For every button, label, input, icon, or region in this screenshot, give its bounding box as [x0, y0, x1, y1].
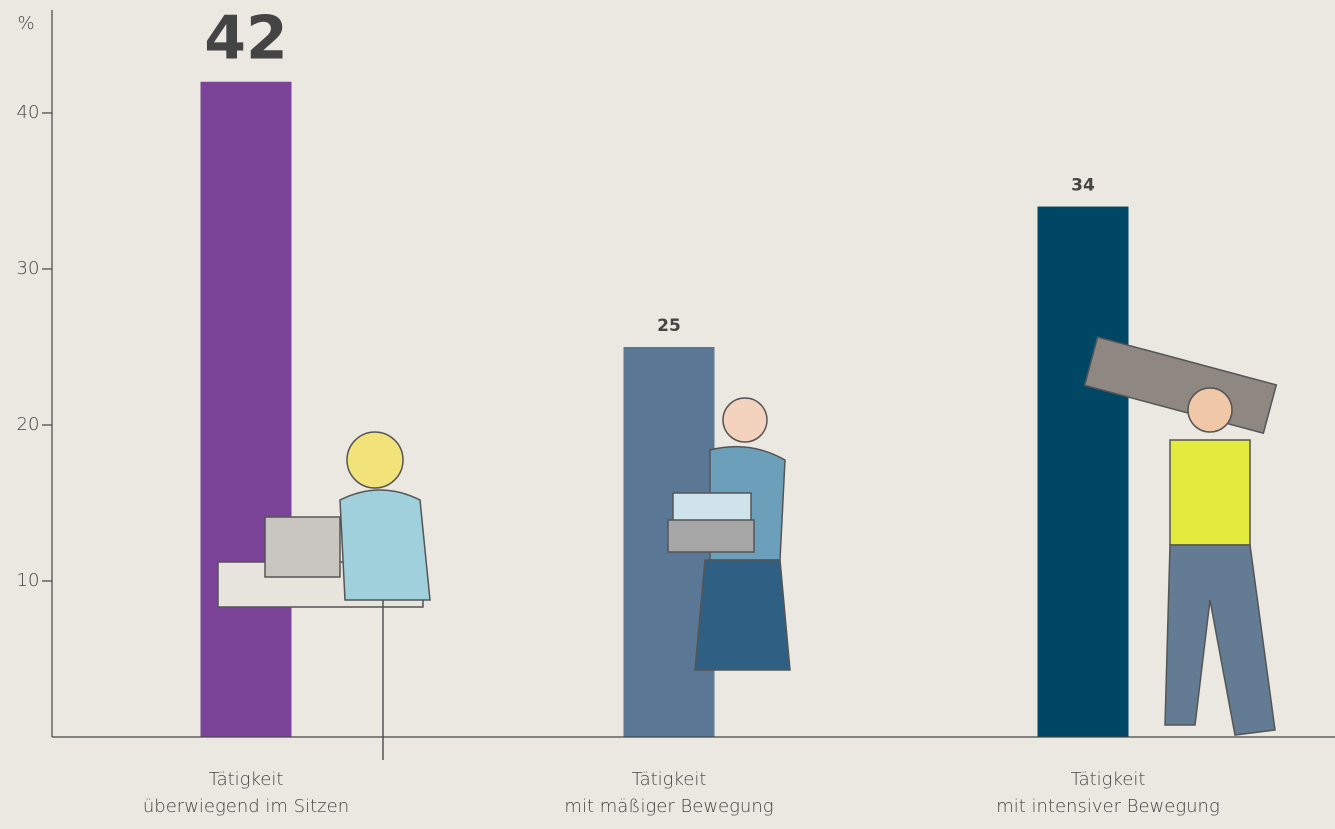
y-tick-label: 10 [17, 570, 40, 591]
y-axis-label: % [17, 13, 34, 34]
value-label: 25 [657, 316, 681, 336]
value-label: 42 [204, 3, 288, 73]
bar [200, 81, 292, 738]
x-tick-label: Tätigkeit mit intensiver Bewegung [996, 769, 1220, 817]
illustration [217, 336, 1278, 760]
bars [200, 81, 1129, 738]
x-tick-label: Tätigkeit mit mäßiger Bewegung [564, 769, 774, 817]
y-tick-label: 30 [17, 258, 40, 279]
bar [1037, 206, 1129, 738]
value-label: 34 [1071, 176, 1095, 196]
x-tick-label: Tätigkeit überwiegend im Sitzen [142, 769, 350, 817]
y-tick-label: 20 [17, 414, 40, 435]
y-tick-label: 40 [17, 102, 40, 123]
